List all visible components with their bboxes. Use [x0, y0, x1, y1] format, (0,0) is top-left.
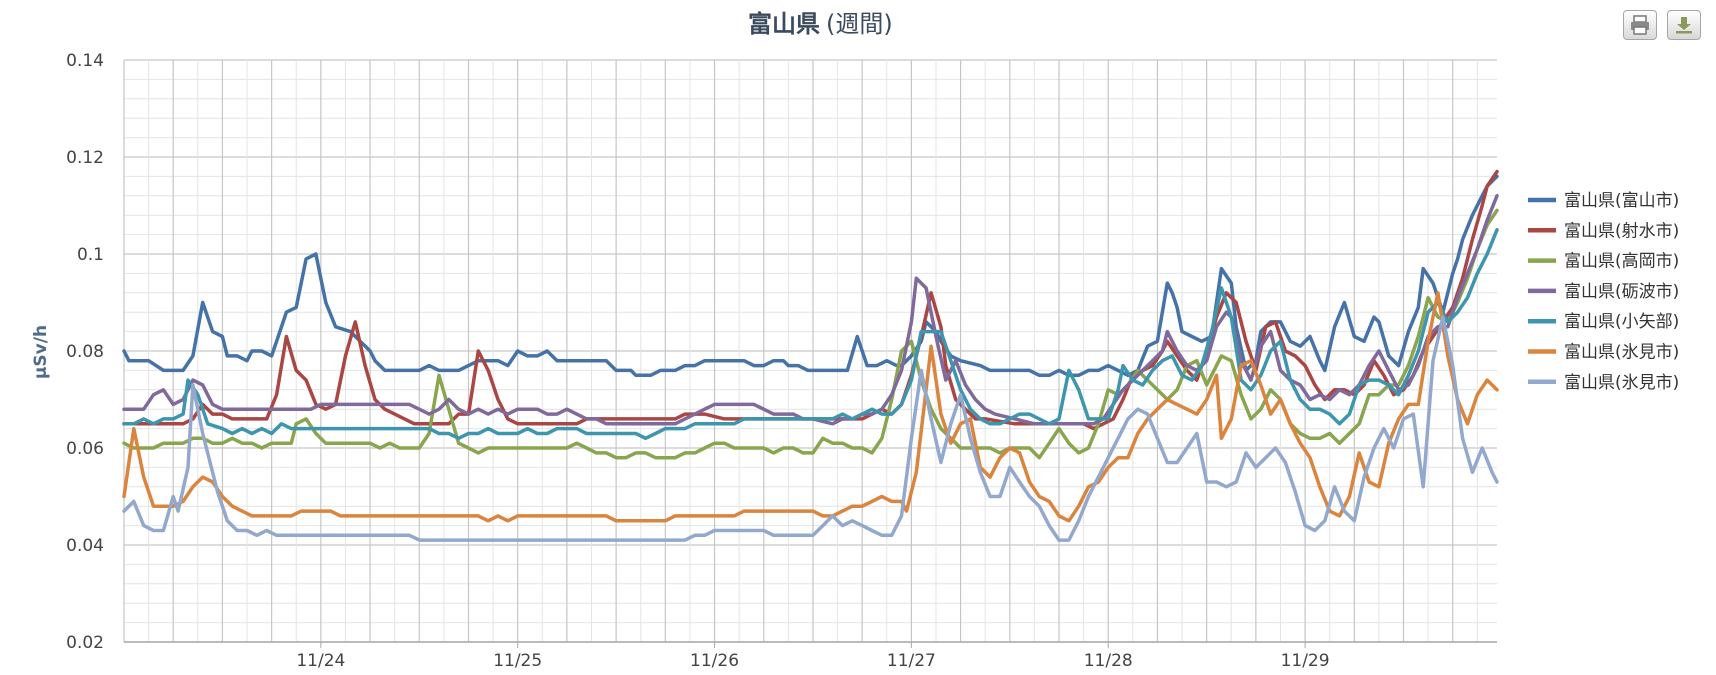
- legend-item-7[interactable]: 富山県(氷見市): [1528, 373, 1679, 393]
- series-line-4: [122, 194, 1499, 426]
- y-tick-label: 0.12: [66, 148, 104, 168]
- y-tick-label: 0.1: [77, 245, 104, 265]
- legend-label: 富山県(小矢部): [1564, 312, 1679, 332]
- legend-item-6[interactable]: 富山県(氷見市): [1528, 343, 1679, 363]
- x-tick-label: 11/25: [493, 651, 542, 671]
- export-button[interactable]: [1667, 10, 1701, 40]
- series-line-2: [122, 169, 1499, 431]
- legend-item-3[interactable]: 富山県(高岡市): [1528, 252, 1679, 272]
- download-icon: [1676, 17, 1692, 34]
- x-tick-label: 11/27: [887, 651, 936, 671]
- chart-title: 富山県: [748, 10, 820, 38]
- legend-item-2[interactable]: 富山県(射水市): [1528, 221, 1679, 241]
- x-tick-label: 11/28: [1084, 651, 1133, 671]
- series-line-5: [122, 228, 1499, 441]
- series-line-1: [122, 174, 1499, 378]
- series-lines: [122, 169, 1499, 542]
- series-line-6: [122, 291, 1499, 523]
- y-tick-label: 0.04: [66, 536, 104, 556]
- legend-label: 富山県(高岡市): [1564, 252, 1679, 272]
- y-tick-label: 0.02: [66, 633, 104, 653]
- grid: [123, 59, 1497, 643]
- x-tick-label: 11/24: [296, 651, 345, 671]
- chart-subtitle: (週間): [826, 10, 893, 38]
- x-tick-label: 11/29: [1281, 651, 1330, 671]
- x-axis-ticks: 11/24 11/25 11/26 11/27 11/28 11/29: [296, 642, 1330, 671]
- y-tick-label: 0.08: [66, 342, 104, 362]
- legend-label: 富山県(氷見市): [1564, 343, 1679, 363]
- legend[interactable]: 富山県(富山市) 富山県(射水市) 富山県(高岡市) 富山県(砺波市) 富山県(小矢部)…: [1528, 191, 1679, 393]
- legend-label: 富山県(射水市): [1564, 221, 1679, 241]
- legend-label: 富山県(砺波市): [1564, 282, 1679, 302]
- y-axis-label: μSv/h: [31, 325, 51, 379]
- series-line-7: [122, 315, 1499, 542]
- print-button[interactable]: [1623, 10, 1657, 40]
- legend-item-1[interactable]: 富山県(富山市): [1528, 191, 1679, 211]
- x-tick-label: 11/26: [690, 651, 739, 671]
- y-tick-label: 0.06: [66, 439, 104, 459]
- legend-item-4[interactable]: 富山県(砺波市): [1528, 282, 1679, 302]
- legend-item-5[interactable]: 富山県(小矢部): [1528, 312, 1679, 332]
- legend-label: 富山県(富山市): [1564, 191, 1679, 211]
- y-tick-label: 0.14: [66, 51, 104, 71]
- legend-label: 富山県(氷見市): [1564, 373, 1679, 393]
- y-axis-ticks: 0.14 0.12 0.1 0.08 0.06 0.04 0.02: [66, 51, 104, 653]
- printer-icon: [1631, 15, 1649, 35]
